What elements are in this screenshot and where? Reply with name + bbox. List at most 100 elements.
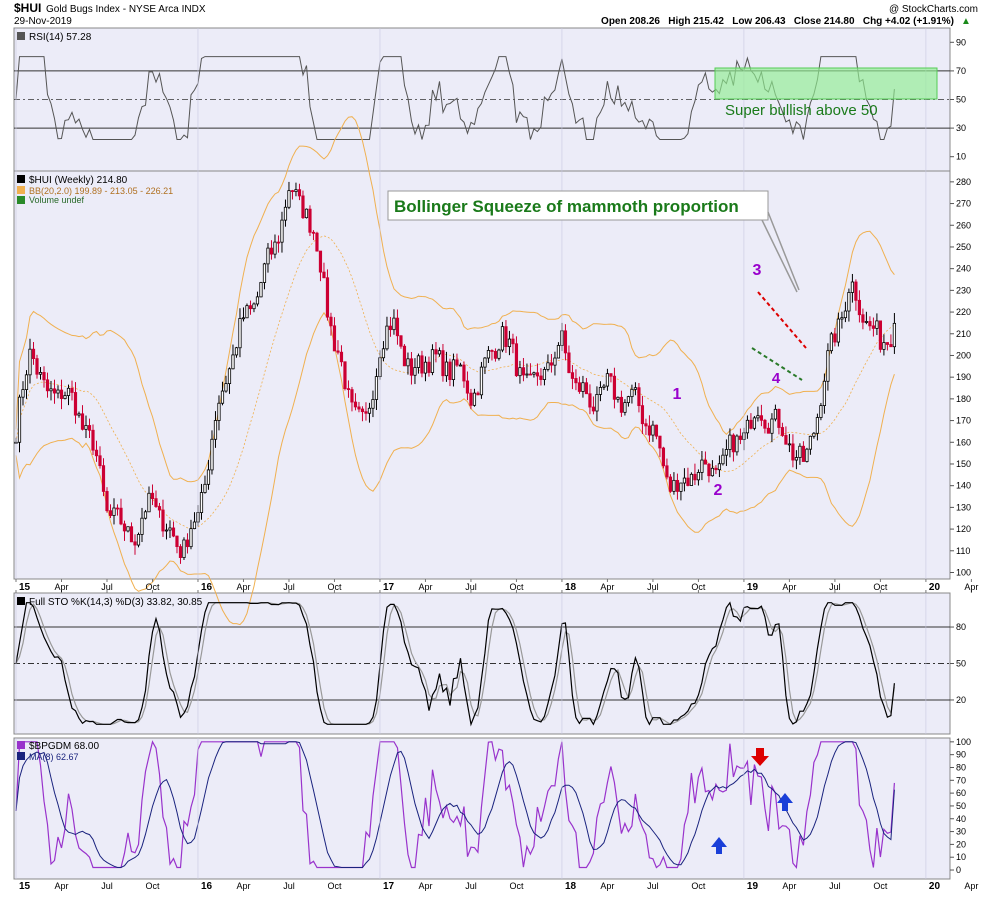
candle-body (472, 392, 477, 406)
candle-body (798, 445, 802, 458)
price-tick-label: 140 (956, 481, 971, 491)
candle-body (105, 491, 109, 512)
bpgdm-legend-swatch (17, 741, 25, 749)
candle-body (66, 387, 71, 396)
candle-body (616, 396, 620, 400)
watermark: @ StockCharts.com (889, 4, 978, 15)
candle-body (521, 367, 526, 376)
candle-body (140, 517, 144, 535)
candle-body (465, 380, 470, 394)
candle-body (493, 350, 498, 359)
candle-body (259, 282, 263, 298)
ma-legend-swatch (17, 752, 25, 760)
candle-body (441, 350, 445, 377)
price-legend-label: $HUI (Weekly) 214.80 (29, 175, 128, 186)
candle-body (668, 476, 673, 492)
price-tick-label: 280 (956, 177, 971, 187)
candle-body (542, 369, 547, 380)
candle-body (728, 434, 732, 450)
candle-body (171, 527, 176, 537)
candle-body (91, 429, 95, 451)
candle-body (745, 419, 750, 434)
candle-body (168, 527, 172, 531)
candle-body (738, 435, 743, 440)
candle-body (346, 388, 351, 391)
wave-label-1: 1 (673, 386, 682, 403)
bpgdm-tick-label: 80 (956, 762, 966, 772)
candle-body (504, 326, 508, 348)
candle-body (332, 325, 337, 352)
candle-body (647, 425, 652, 436)
bpgdm-tick-label: 100 (956, 737, 971, 747)
candle-body (70, 387, 74, 393)
candle-body (637, 387, 641, 407)
candle-body (42, 372, 46, 381)
axis-layer: 9070503010280270260250240230220210200190… (15, 28, 978, 892)
candle-body (455, 359, 459, 366)
wave-label-3: 3 (753, 262, 762, 279)
candle-body (353, 401, 358, 408)
callout-text: Bollinger Squeeze of mammoth proportion (394, 197, 739, 216)
candle-body (759, 415, 764, 421)
x-axis-label: Jul (829, 582, 841, 592)
candle-body (49, 388, 53, 392)
x-axis-label: Oct (873, 881, 888, 891)
candle-body (248, 305, 253, 310)
price-tick-label: 170 (956, 416, 971, 426)
candle-body (829, 333, 834, 352)
x-axis-label: 19 (747, 881, 759, 892)
candle-body (808, 435, 813, 450)
bollinger-upper-line (15, 116, 895, 483)
price-tick-label: 210 (956, 329, 971, 339)
candle-body (133, 541, 137, 546)
candle-body (693, 473, 697, 481)
x-axis-label: Oct (145, 582, 160, 592)
candle-body (136, 534, 141, 546)
candle-body (525, 373, 529, 376)
candle-body (819, 405, 823, 418)
sto-legend-swatch (17, 597, 25, 605)
candle-body (451, 359, 456, 380)
x-axis-label: Jul (647, 582, 659, 592)
candle-body (283, 206, 288, 221)
candle-body (59, 389, 64, 399)
price-tick-label: 110 (956, 546, 970, 556)
candle-body (696, 472, 701, 481)
candle-body (570, 372, 575, 379)
candle-body (707, 463, 711, 477)
candle-body (490, 350, 494, 352)
candle-body (290, 190, 295, 193)
x-axis-label: Apr (54, 582, 68, 592)
candle-body (787, 443, 792, 446)
candle-body (87, 425, 92, 431)
candle-body (892, 322, 897, 348)
candle-body (392, 317, 396, 331)
candle-body (724, 449, 729, 456)
x-axis-label: 18 (565, 881, 577, 892)
x-axis-label: Oct (145, 881, 160, 891)
x-axis-label: Jul (465, 881, 477, 891)
candle-body (364, 411, 368, 414)
x-axis-label: Apr (600, 582, 614, 592)
rsi-tick-label: 30 (956, 123, 966, 133)
candle-body (199, 492, 204, 513)
candle-body (252, 303, 256, 310)
candle-body (483, 357, 487, 368)
candle-body (238, 318, 242, 349)
candle-body (563, 330, 568, 354)
rsi-annotation: Super bullish above 50 (725, 102, 878, 119)
rsi-tick-label: 10 (956, 152, 966, 162)
bb-legend-swatch (17, 186, 25, 194)
candle-body (777, 408, 781, 428)
candle-body (812, 432, 816, 437)
candle-body (878, 320, 883, 350)
candle-body (178, 546, 183, 558)
bpgdm-tick-label: 20 (956, 839, 966, 849)
candle-body (336, 350, 340, 353)
red-down-arrow-icon (751, 748, 769, 766)
candle-body (73, 392, 78, 416)
bpgdm-tick-label: 10 (956, 852, 966, 862)
candle-body (161, 509, 165, 532)
candle-body (770, 418, 774, 434)
